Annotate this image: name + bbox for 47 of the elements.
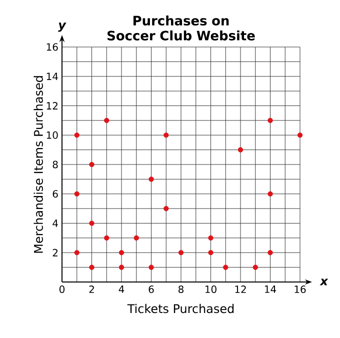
y-axis-title: Merchandise Items Purchased: [34, 76, 43, 253]
point: [89, 162, 94, 168]
chart-title: Purchases on Soccer Club Website: [108, 16, 255, 40]
point: [118, 250, 124, 256]
text: y: [58, 22, 66, 32]
y-tick-label: 12: [46, 102, 58, 110]
y-tick-label: 10: [46, 131, 58, 139]
y-tick-label: 16: [46, 43, 58, 51]
x-tick-label: 0: [59, 286, 65, 294]
point: [268, 118, 273, 124]
point: [148, 176, 154, 182]
point: [238, 147, 244, 152]
point: [74, 250, 80, 256]
y-tick-label: 4: [52, 220, 58, 227]
point: [89, 220, 94, 226]
point: [148, 264, 154, 270]
point: [74, 191, 80, 196]
point: [104, 235, 110, 241]
x-axis-title: Tickets Purchased: [127, 304, 234, 314]
x-tick-label: 10: [206, 286, 216, 294]
point: [89, 264, 94, 270]
x-tick-label: 2: [89, 286, 94, 293]
x-tick-label: 16: [294, 286, 306, 294]
y-tick-label: 8: [52, 160, 58, 168]
y-tick-label: 14: [46, 72, 58, 80]
x-tick-label: 12: [235, 286, 246, 293]
y-tick-label: 6: [52, 190, 58, 198]
point: [178, 250, 184, 256]
x-tick-label: 6: [148, 286, 154, 294]
point: [268, 250, 273, 256]
point: [134, 235, 139, 241]
point: [74, 132, 80, 138]
point: [268, 191, 273, 196]
text: x: [320, 278, 328, 286]
point: [164, 132, 169, 138]
point: [118, 264, 124, 270]
point: [208, 235, 214, 241]
point: [223, 264, 228, 270]
x-tick-label: 14: [265, 286, 276, 293]
point: [164, 206, 169, 212]
x-tick-label: 8: [178, 286, 184, 294]
point: [104, 118, 110, 124]
point: [297, 132, 303, 138]
x-tick-label: 4: [118, 286, 124, 293]
y-tick-label: 2: [52, 248, 58, 256]
point: [208, 250, 214, 256]
point: [252, 264, 258, 270]
